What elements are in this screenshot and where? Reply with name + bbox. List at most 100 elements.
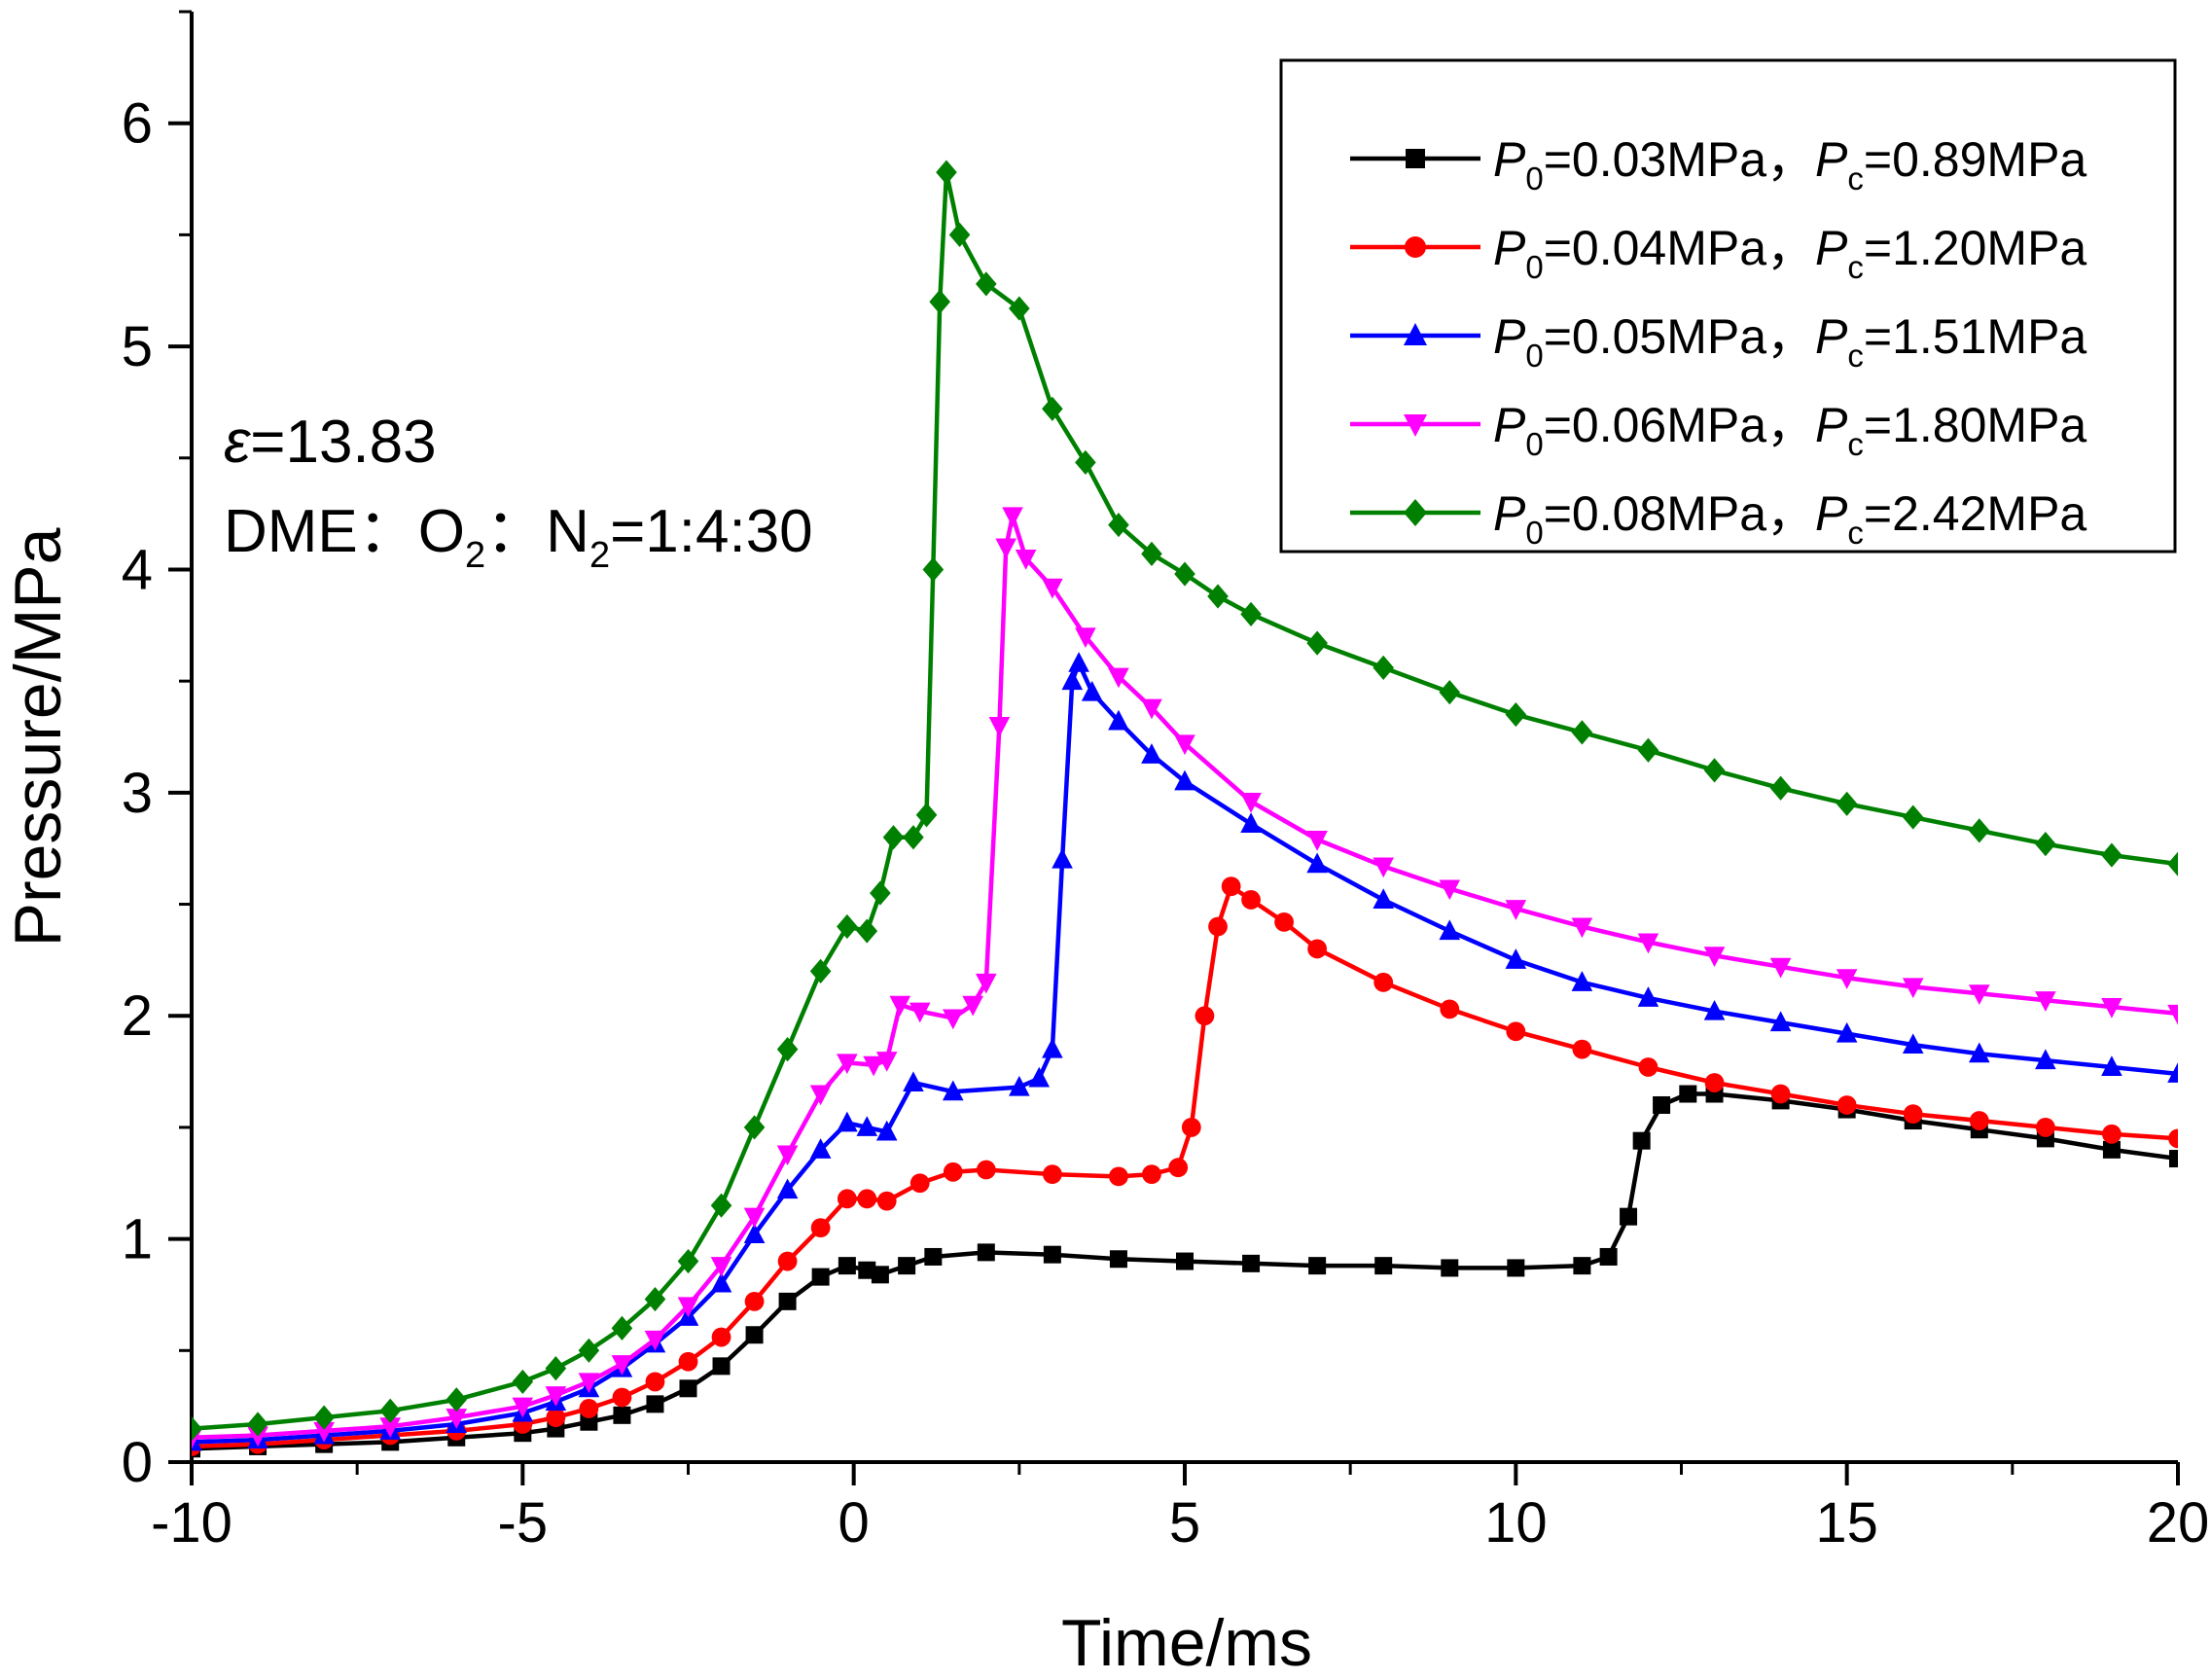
series-marker <box>962 995 983 1017</box>
series-marker <box>2101 1055 2122 1076</box>
series-marker <box>1042 1164 1062 1184</box>
series-marker <box>1043 1245 1061 1264</box>
series-marker <box>1075 627 1096 648</box>
series-marker <box>2167 1062 2178 1083</box>
legend-p: P <box>1493 132 1526 187</box>
series-marker <box>1571 720 1593 745</box>
series-marker <box>744 1291 765 1311</box>
legend-p-val: =0.05MPa， <box>1544 309 1815 364</box>
series-marker <box>1042 1037 1063 1058</box>
series-marker <box>446 1409 468 1429</box>
series-marker <box>646 1395 664 1413</box>
legend-label: P0=0.06MPa，Pc=1.80MPa <box>1493 398 2086 462</box>
series-marker <box>778 1292 797 1310</box>
legend-pc-val: =0.89MPa <box>1864 132 2087 187</box>
series-marker <box>2035 1118 2055 1137</box>
series-marker <box>1703 999 1726 1020</box>
y-tick-label: 4 <box>122 538 153 601</box>
series-marker <box>942 1080 964 1101</box>
series-marker <box>922 556 945 583</box>
series-marker <box>837 1189 857 1209</box>
series-marker <box>1240 601 1262 626</box>
series-marker <box>943 1162 963 1182</box>
series-marker <box>1174 561 1195 587</box>
y-tick-label: 5 <box>122 315 153 378</box>
legend-entry: P0=0.05MPa，Pc=1.51MPa <box>1350 309 2086 374</box>
series-marker <box>2167 851 2178 876</box>
legend-pc: P <box>1815 309 1848 364</box>
legend-p: P <box>1493 486 1526 541</box>
series-marker <box>1028 1066 1051 1088</box>
series-marker <box>2169 1150 2178 1168</box>
y-ticks: 0 1 2 3 4 5 6 <box>122 10 192 1494</box>
series-marker <box>710 1257 732 1277</box>
series-marker <box>1009 296 1030 321</box>
series-marker <box>512 1369 534 1395</box>
series-marker <box>1221 876 1241 897</box>
series-marker <box>1208 916 1228 937</box>
series-marker <box>2101 998 2122 1019</box>
legend-p-sub: 0 <box>1525 338 1543 374</box>
series-marker <box>678 1351 698 1372</box>
series-marker <box>1373 857 1394 878</box>
series-marker <box>710 1193 732 1218</box>
series-marker <box>1015 549 1037 570</box>
series-marker <box>677 1297 699 1318</box>
series-marker <box>1373 888 1394 909</box>
series-marker <box>2167 1004 2178 1025</box>
series-marker <box>379 1417 401 1438</box>
series-marker <box>858 1261 876 1279</box>
series-marker <box>1373 972 1394 992</box>
series-marker <box>578 1373 600 1394</box>
series-marker <box>743 1223 766 1244</box>
series-marker <box>995 538 1017 559</box>
series-marker <box>1637 933 1659 954</box>
series-marker <box>580 1412 598 1431</box>
series-marker <box>871 1266 889 1284</box>
series-marker <box>776 1037 799 1062</box>
legend-swatch-marker <box>1404 499 1427 526</box>
n2-subscript: 2 <box>589 535 610 576</box>
series-marker <box>1969 818 1990 843</box>
series-marker <box>810 1218 831 1238</box>
series-marker <box>247 1412 268 1437</box>
series-marker <box>936 160 957 185</box>
x-tick-label: -10 <box>151 1491 232 1555</box>
series-marker <box>1439 919 1461 941</box>
series-marker <box>1009 1075 1030 1096</box>
series-marker <box>1440 999 1460 1019</box>
series-marker <box>644 1286 666 1312</box>
legend-entry: P0=0.03MPa，Pc=0.89MPa <box>1350 132 2086 197</box>
y-axis-title: Pressure/MPa <box>1 527 75 947</box>
series-marker <box>776 1178 799 1199</box>
mixture-prefix: DME：O <box>224 498 465 565</box>
series-marker <box>1571 971 1593 991</box>
x-tick-label: 10 <box>1484 1491 1548 1555</box>
legend-pc-val: =1.80MPa <box>1864 398 2087 452</box>
series-line <box>192 514 2178 1441</box>
x-tick-label: 15 <box>1815 1491 1878 1555</box>
series-marker <box>1632 1131 1651 1150</box>
series-marker <box>446 1387 468 1412</box>
series-marker <box>1176 1252 1194 1270</box>
y-tick-label: 3 <box>122 762 153 825</box>
series-marker <box>1141 698 1162 720</box>
series-marker <box>809 958 832 983</box>
series-marker <box>809 1085 832 1106</box>
series-marker <box>2168 1128 2178 1149</box>
series-marker <box>1837 1095 1857 1115</box>
series-marker <box>1703 947 1726 967</box>
series-marker <box>1306 831 1328 851</box>
legend-p-sub: 0 <box>1525 249 1543 285</box>
series-marker <box>1769 957 1792 979</box>
series-marker <box>1081 680 1103 701</box>
series-marker <box>613 1406 631 1424</box>
legend-pc-val: =2.42MPa <box>1864 486 2087 541</box>
series-marker <box>1571 917 1593 939</box>
series-marker <box>1042 396 1063 421</box>
series-marker <box>546 1408 566 1428</box>
legend-pc: P <box>1815 221 1848 275</box>
series-marker <box>1274 911 1294 932</box>
legend-label: P0=0.05MPa，Pc=1.51MPa <box>1493 309 2086 374</box>
series-marker <box>1507 1259 1525 1277</box>
